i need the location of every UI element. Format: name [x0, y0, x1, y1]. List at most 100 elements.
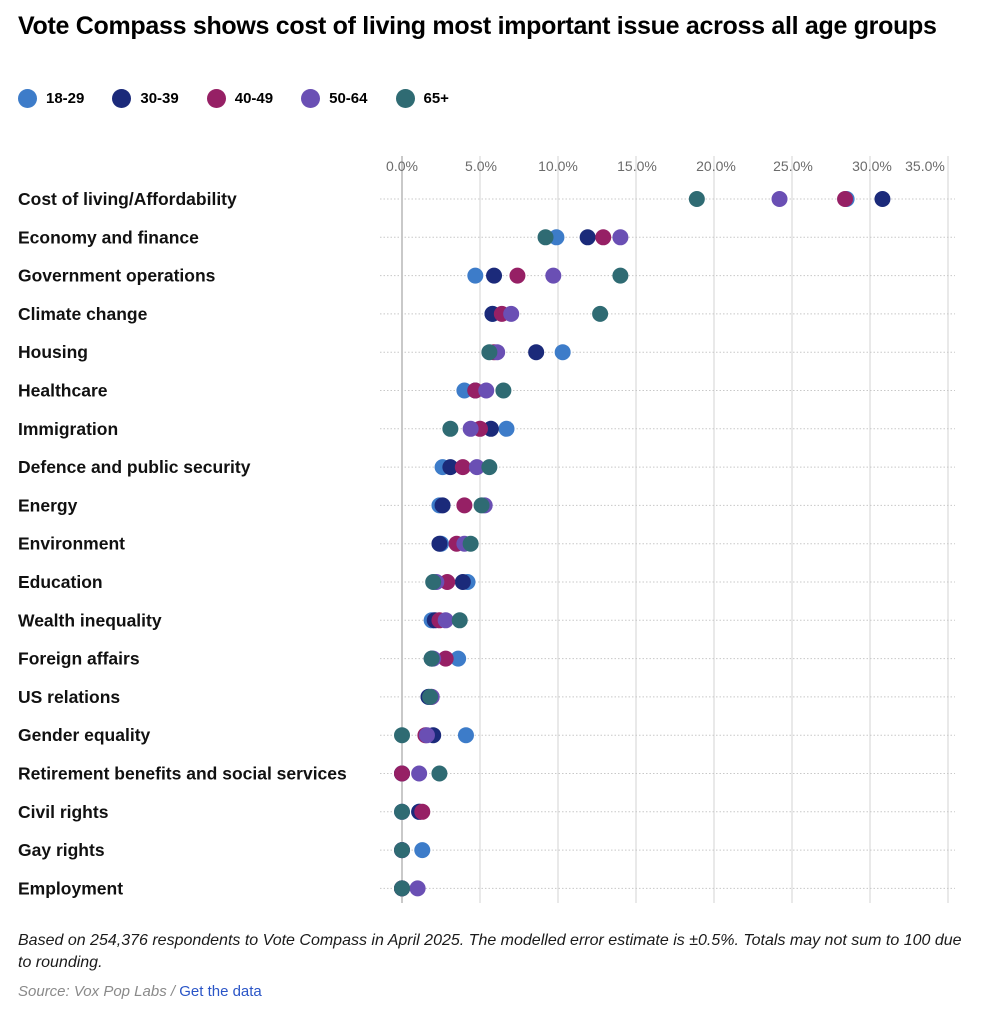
category-label: Gender equality — [18, 725, 151, 745]
legend-item-18-29: 18-29 — [18, 89, 84, 108]
category-label: Energy — [18, 495, 78, 515]
data-point-30-39 — [431, 535, 448, 552]
data-point-18-29 — [554, 344, 571, 361]
data-point-50-64 — [612, 229, 629, 246]
data-point-65-plus — [451, 612, 468, 629]
data-point-40-49 — [437, 650, 454, 667]
data-point-30-39 — [528, 344, 545, 361]
data-point-50-64 — [418, 727, 435, 744]
source-line: Source: Vox Pop Labs / Get the data — [18, 983, 262, 1000]
data-point-65-plus — [423, 650, 440, 667]
x-tick-label: 15.0% — [617, 158, 657, 174]
legend-item-40-49: 40-49 — [206, 89, 274, 108]
category-label: Climate change — [18, 304, 148, 324]
source-text: Source: Vox Pop Labs / — [18, 983, 180, 1000]
data-point-40-49 — [837, 191, 854, 207]
x-tick-label: 25.0% — [773, 158, 813, 174]
category-label: Economy and finance — [18, 227, 199, 247]
data-point-18-29 — [457, 727, 474, 744]
data-point-65-plus — [592, 305, 609, 322]
get-the-data-link[interactable]: Get the data — [179, 983, 262, 1000]
legend-dot-icon — [395, 89, 415, 108]
data-point-18-29 — [498, 420, 515, 437]
data-point-50-64 — [478, 382, 495, 399]
category-label: Wealth inequality — [18, 610, 162, 630]
data-point-50-64 — [411, 765, 428, 782]
category-label: Education — [18, 572, 103, 592]
data-point-30-39 — [486, 267, 503, 284]
data-point-50-64 — [771, 191, 788, 207]
data-point-40-49 — [454, 459, 471, 476]
data-point-40-49 — [509, 267, 526, 284]
data-point-65-plus — [481, 344, 498, 361]
category-label: Civil rights — [18, 802, 109, 822]
data-point-50-64 — [409, 880, 426, 897]
data-point-18-29 — [467, 267, 484, 284]
x-tick-label: 20.0% — [696, 158, 736, 174]
category-label: Gay rights — [18, 840, 105, 860]
legend-dot-icon — [206, 89, 226, 108]
category-label: Defence and public security — [18, 457, 251, 477]
category-label: Employment — [18, 878, 123, 898]
data-point-18-29 — [414, 842, 431, 859]
footnote: Based on 254,376 respondents to Vote Com… — [18, 932, 962, 971]
data-point-40-49 — [456, 497, 473, 514]
legend-dot-icon — [18, 89, 37, 108]
data-point-50-64 — [468, 459, 485, 476]
data-point-18-29 — [450, 650, 467, 667]
data-point-65-plus — [442, 420, 459, 437]
data-point-65-plus — [431, 765, 448, 782]
data-point-40-49 — [595, 229, 612, 246]
category-label: Healthcare — [18, 381, 108, 401]
category-label: US relations — [18, 687, 120, 707]
category-label: Environment — [18, 534, 125, 554]
data-point-30-39 — [434, 497, 451, 514]
x-tick-label: 5.0% — [465, 158, 497, 174]
category-label: Government operations — [18, 266, 216, 286]
legend-item-30-39: 30-39 — [112, 89, 179, 108]
data-point-65-plus — [688, 191, 705, 207]
data-point-50-64 — [437, 612, 454, 629]
data-point-65-plus — [612, 267, 629, 284]
x-tick-label: 35.0% — [905, 158, 945, 174]
legend-label: 65+ — [423, 90, 449, 107]
legend-item-65-plus: 65+ — [395, 89, 449, 108]
data-point-65-plus — [394, 842, 410, 859]
category-label: Cost of living/Affordability — [18, 189, 237, 209]
data-point-65-plus — [425, 574, 442, 590]
data-point-40-49 — [394, 765, 410, 782]
legend-label: 50-64 — [329, 90, 368, 107]
data-point-65-plus — [473, 497, 490, 514]
legend-label: 30-39 — [140, 90, 179, 107]
data-point-65-plus — [537, 229, 554, 246]
data-point-30-39 — [454, 574, 471, 590]
data-point-65-plus — [394, 880, 410, 897]
dot-plot-chart: 0.0% 5.0% 10.0% 15.0% 20.0% 25.0% 30.0% 35.0% Co… — [18, 156, 955, 903]
chart-title: Vote Compass shows cost of living most i… — [18, 12, 937, 40]
data-point-30-39 — [874, 191, 891, 207]
data-point-30-39 — [579, 229, 596, 246]
data-point-30-39 — [442, 459, 459, 476]
data-point-65-plus — [495, 382, 512, 399]
category-label: Retirement benefits and social services — [18, 764, 347, 784]
data-point-65-plus — [422, 688, 439, 705]
legend-label: 40-49 — [234, 90, 274, 107]
data-point-65-plus — [462, 535, 479, 552]
legend-item-50-64: 50-64 — [301, 89, 368, 108]
legend-dot-icon — [301, 89, 321, 108]
category-label: Housing — [18, 342, 88, 362]
data-point-65-plus — [394, 803, 410, 820]
x-tick-label: 10.0% — [538, 158, 578, 174]
data-point-40-49 — [414, 803, 431, 820]
data-point-65-plus — [394, 727, 410, 744]
category-label: Foreign affairs — [18, 649, 140, 669]
legend-dot-icon — [112, 89, 132, 108]
legend: 18-29 30-39 40-49 50-64 65+ — [18, 89, 477, 108]
data-point-50-64 — [545, 267, 562, 284]
legend-label: 18-29 — [46, 90, 85, 107]
data-point-50-64 — [462, 420, 479, 437]
data-point-50-64 — [503, 305, 520, 322]
x-tick-label: 30.0% — [852, 158, 892, 174]
data-point-65-plus — [481, 459, 498, 476]
x-tick-label: 0.0% — [386, 158, 418, 174]
